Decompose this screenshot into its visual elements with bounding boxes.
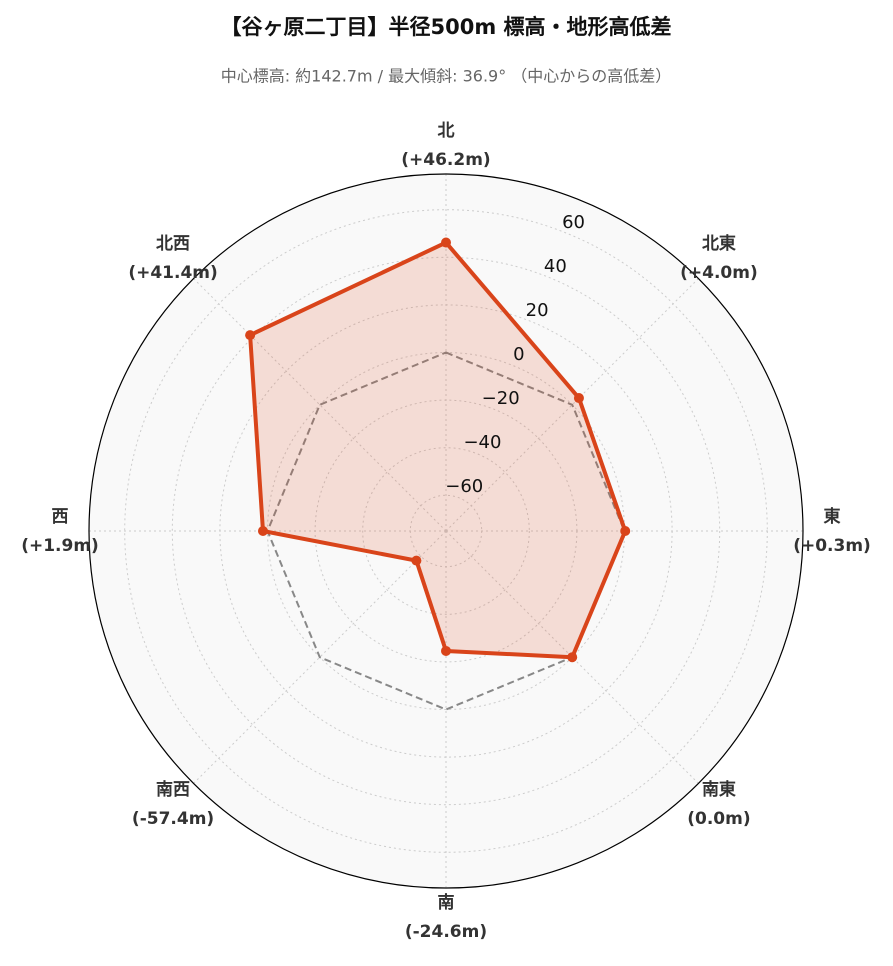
category-label: 北西 xyxy=(156,234,190,254)
data-point xyxy=(567,652,578,663)
chart-title: 【谷ヶ原二丁目】半径500m 標高・地形高低差 xyxy=(220,15,671,39)
value-label: (+41.4m) xyxy=(128,263,217,283)
category-label: 南 xyxy=(438,892,455,913)
r-tick-label: 40 xyxy=(544,256,567,277)
value-label: (+1.9m) xyxy=(21,536,99,556)
chart-subtitle: 中心標高: 約142.7m / 最大傾斜: 36.9° （中心からの高低差） xyxy=(221,67,672,86)
data-point xyxy=(245,330,256,341)
data-point xyxy=(620,526,631,536)
data-point xyxy=(257,526,268,536)
grid-ring xyxy=(171,256,721,806)
category-label: 南西 xyxy=(156,779,190,800)
value-label: (0.0m) xyxy=(687,809,750,829)
r-tick-label: 0 xyxy=(513,344,524,365)
r-tick-label: −20 xyxy=(482,388,520,409)
r-tick-label: 60 xyxy=(562,212,585,233)
value-label: (-57.4m) xyxy=(132,809,214,829)
zero-reference xyxy=(266,351,626,711)
data-point xyxy=(573,393,584,404)
category-label: 西 xyxy=(52,507,69,527)
value-label: (+4.0m) xyxy=(680,263,758,283)
outer-ring xyxy=(88,173,804,889)
category-label: 北 xyxy=(438,121,455,141)
category-label: 北東 xyxy=(702,233,736,254)
grid-ring xyxy=(362,447,530,615)
r-tick-label: 20 xyxy=(526,300,549,321)
value-label: (-24.6m) xyxy=(405,922,487,942)
data-point xyxy=(441,645,451,656)
category-label: 南東 xyxy=(702,779,736,800)
value-label: (+0.3m) xyxy=(793,536,871,556)
category-label: 東 xyxy=(824,506,841,527)
r-tick-label: −60 xyxy=(445,476,483,497)
data-point xyxy=(441,237,451,248)
r-tick-label: −40 xyxy=(463,432,501,453)
value-label: (+46.2m) xyxy=(401,150,490,170)
data-point xyxy=(411,555,422,566)
